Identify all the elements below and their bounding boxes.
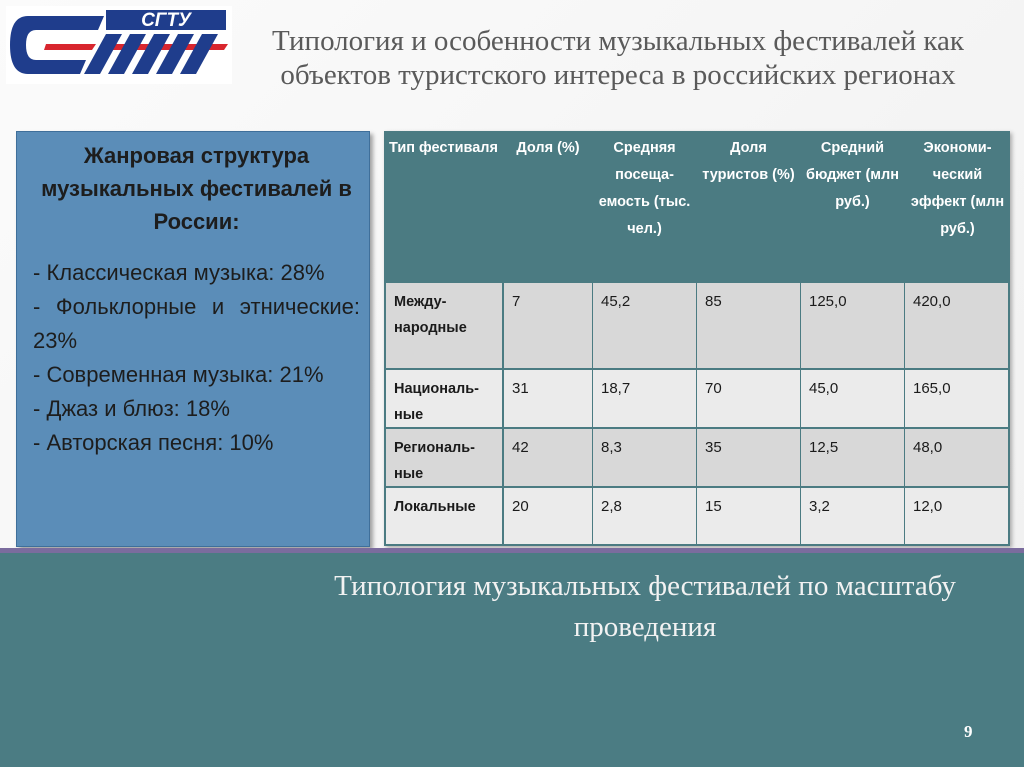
table-row-label: Националь-ные — [386, 370, 502, 427]
table-cell: 420,0 — [905, 283, 1008, 368]
table-cell: 35 — [697, 429, 800, 486]
page-number: 9 — [964, 722, 973, 741]
table-cell: 12,0 — [905, 488, 1008, 544]
slide-title: Типология и особенности музыкальных фест… — [272, 25, 964, 91]
genre-item: - Джаз и блюз: 18% — [33, 396, 230, 421]
genre-structure-box: Жанровая структура музыкальных фестивале… — [16, 131, 370, 547]
bottom-band — [0, 553, 1024, 767]
genre-heading: Жанровая структура музыкальных фестивале… — [41, 143, 352, 234]
logo-text: СГТУ — [141, 10, 193, 31]
table-cell: 165,0 — [905, 370, 1008, 427]
table-cell: 125,0 — [801, 283, 904, 368]
genre-item: - Современная музыка: 21% — [33, 362, 324, 387]
table-header-cell: Экономи-ческий эффект (млн руб.) — [910, 140, 1005, 237]
genre-item: - Фольклорные и этнические: 23% — [33, 294, 360, 353]
section-divider — [0, 548, 1024, 553]
table-cell: 45,2 — [593, 283, 696, 368]
table-cell: 31 — [504, 370, 592, 427]
table-cell: 85 — [697, 283, 800, 368]
table-cell: 70 — [697, 370, 800, 427]
table-cell: 2,8 — [593, 488, 696, 544]
table-cell: 48,0 — [905, 429, 1008, 486]
table-row-label: Между-народные — [386, 283, 502, 368]
table-row-label: Локальные — [386, 488, 502, 544]
table-cell: 18,7 — [593, 370, 696, 427]
table-cell: 3,2 — [801, 488, 904, 544]
slide-subtitle: Типология музыкальных фестивалей по масш… — [334, 570, 956, 643]
table-cell: 45,0 — [801, 370, 904, 427]
university-logo: СГТУ — [6, 6, 232, 84]
festival-table: Тип фестиваля Доля (%) Средняя посеща-ем… — [384, 131, 1010, 546]
table-cell: 12,5 — [801, 429, 904, 486]
table-cell: 8,3 — [593, 429, 696, 486]
table-header-cell: Средний бюджет (млн руб.) — [806, 140, 899, 210]
genre-item: - Авторская песня: 10% — [33, 430, 274, 455]
genre-item: - Классическая музыка: 28% — [33, 260, 325, 285]
table-cell: 15 — [697, 488, 800, 544]
table-header-cell: Тип фестиваля — [389, 140, 498, 156]
table-cell: 7 — [504, 283, 592, 368]
table-header-cell: Доля (%) — [516, 140, 580, 156]
table-header-cell: Средняя посеща-емость (тыс. чел.) — [598, 140, 691, 237]
table-header-cell: Доля туристов (%) — [702, 140, 795, 183]
table-cell: 42 — [504, 429, 592, 486]
table-cell: 20 — [504, 488, 592, 544]
table-row-label: Региональ-ные — [386, 429, 502, 486]
